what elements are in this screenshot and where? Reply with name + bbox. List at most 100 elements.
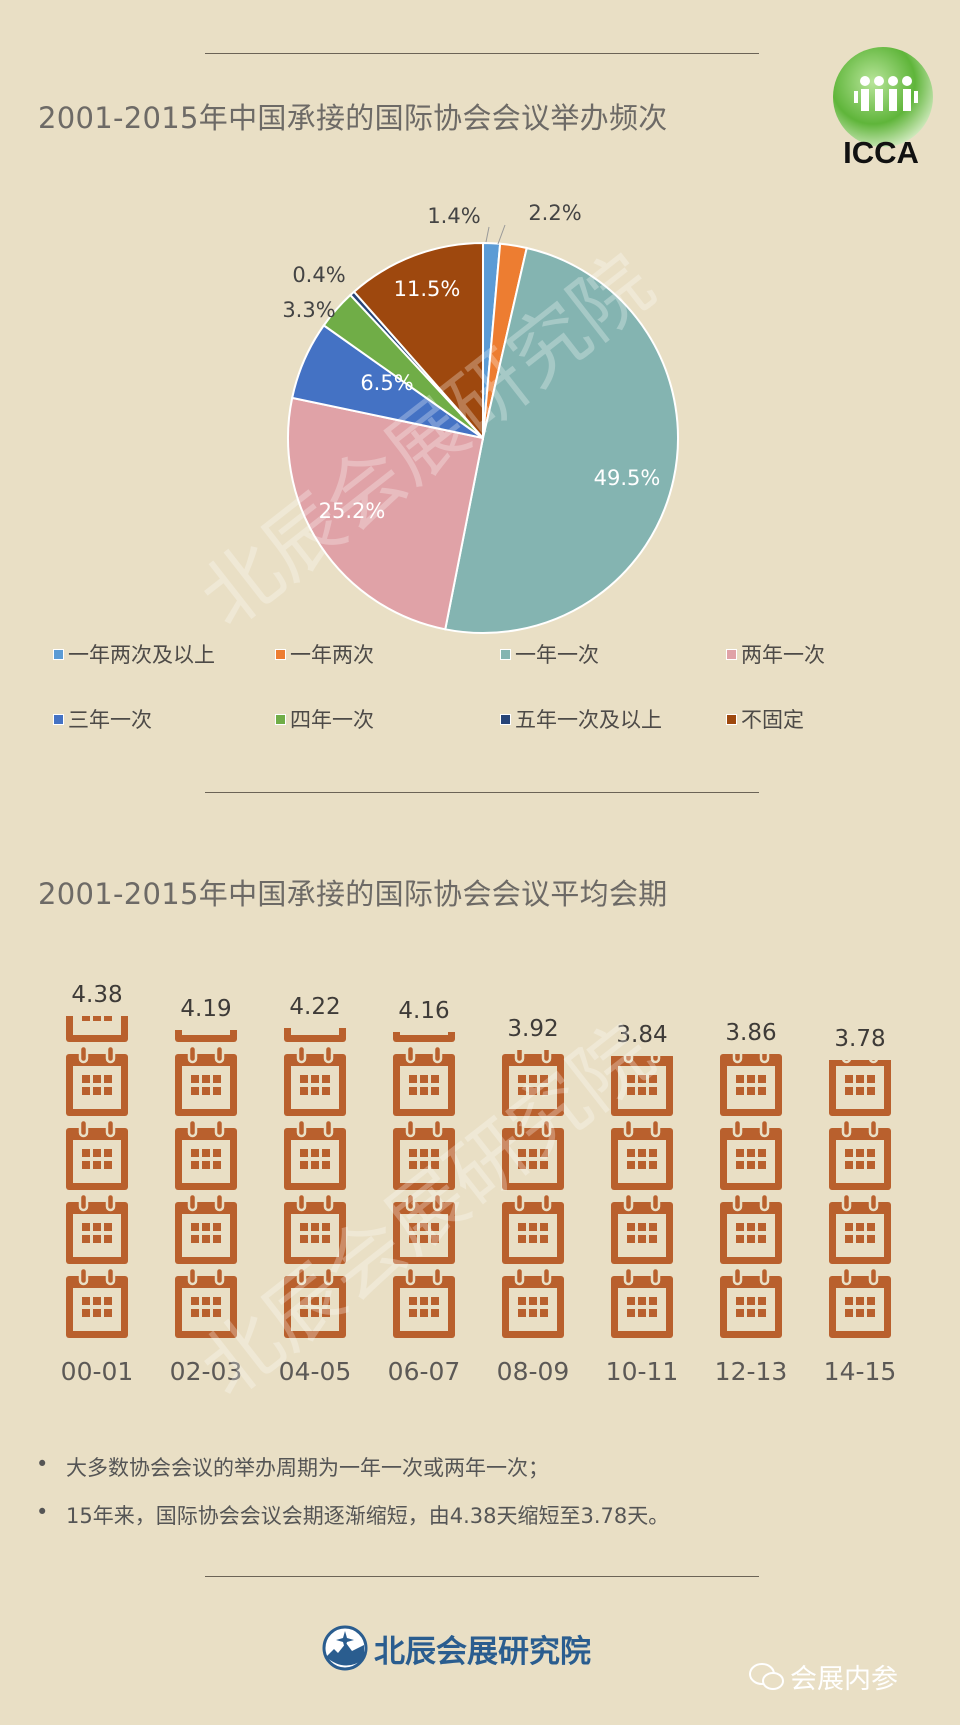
calendar-icon-partial (282, 1027, 348, 1044)
calendar-icon-partial (173, 1029, 239, 1044)
category-label: 12-13 (714, 1357, 788, 1386)
pie-slice-3 (444, 246, 680, 634)
wechat-icon (749, 1662, 784, 1690)
calendar-icon (718, 1118, 784, 1192)
legend-item: 五年一次及以上 (500, 704, 662, 734)
legend-label: 三年一次 (68, 708, 152, 732)
calendar-icon-partial (64, 1015, 130, 1044)
category-label: 06-07 (387, 1357, 461, 1386)
legend-swatch (275, 648, 286, 660)
calendar-icon-partial (827, 1060, 893, 1118)
calendar-icon (64, 1044, 130, 1118)
calendar-icon (64, 1266, 130, 1340)
value-label: 4.19 (180, 995, 232, 1022)
legend-label: 两年一次 (741, 643, 825, 667)
calendar-icon (827, 1118, 893, 1192)
value-label: 3.92 (507, 1015, 559, 1042)
pie-slice-4 (287, 396, 485, 631)
calendar-icon (609, 1266, 675, 1340)
calendar-icon (282, 1192, 348, 1266)
icca-logo-text: ICCA (843, 135, 919, 170)
legend-swatch (726, 648, 737, 660)
calendar-icon (609, 1118, 675, 1192)
pie-data-label: 6.5% (360, 371, 414, 395)
calendar-icon (173, 1266, 239, 1340)
pictogram-chart-title: 2001-2015年中国承接的国际协会会议平均会期 (38, 877, 668, 911)
calendar-icon (64, 1118, 130, 1192)
category-label: 08-09 (496, 1357, 570, 1386)
leader-line (485, 226, 490, 243)
calendar-icon (282, 1044, 348, 1118)
calendar-icon-partial (500, 1049, 566, 1118)
calendar-icon (391, 1266, 457, 1340)
legend-item: 不固定 (726, 704, 804, 734)
bullet-dot: • (36, 1452, 49, 1476)
calendar-icon (500, 1118, 566, 1192)
wechat-account: 会展内参 (748, 1657, 898, 1696)
legend-item: 一年一次 (500, 639, 599, 669)
note-text: 大多数协会会议的举办周期为一年一次或两年一次； (66, 1456, 549, 1480)
legend-label: 一年两次及以上 (68, 643, 215, 667)
category-label: 14-15 (823, 1357, 897, 1386)
value-label: 4.38 (71, 981, 123, 1008)
calendar-icon (173, 1118, 239, 1192)
org-emblem-icon (322, 1625, 368, 1671)
legend-swatch (500, 648, 511, 660)
wechat-account-name: 会展内参 (790, 1664, 898, 1695)
pie-slice-8 (352, 241, 484, 441)
calendar-icon (391, 1118, 457, 1192)
category-label: 10-11 (605, 1357, 679, 1386)
legend-label: 五年一次及以上 (515, 708, 662, 732)
value-label: 3.86 (725, 1020, 777, 1047)
legend-swatch (53, 713, 64, 725)
calendar-icon (173, 1044, 239, 1118)
bullet-dot: • (36, 1500, 49, 1524)
value-label: 3.84 (616, 1021, 668, 1048)
pie-chart (287, 224, 680, 634)
divider-middle (205, 792, 759, 793)
pie-data-label: 2.2% (528, 201, 582, 225)
calendar-icon (609, 1192, 675, 1266)
category-label: 04-05 (278, 1357, 352, 1386)
legend-label: 不固定 (741, 708, 804, 732)
pie-data-label: 11.5% (393, 277, 461, 301)
legend-label: 一年一次 (515, 643, 599, 667)
legend-item: 一年两次 (275, 639, 374, 669)
legend-item: 两年一次 (726, 639, 825, 669)
note-text: 15年来，国际协会会议会期逐渐缩短，由4.38天缩短至3.78天。 (66, 1504, 670, 1528)
pie-data-label: 3.3% (282, 298, 336, 322)
category-label: 00-01 (60, 1357, 134, 1386)
pie-chart-title: 2001-2015年中国承接的国际协会会议举办频次 (38, 101, 668, 135)
icca-logo: ICCA (823, 45, 938, 170)
legend-item: 三年一次 (53, 704, 152, 734)
value-label: 3.78 (834, 1026, 886, 1053)
calendar-icon (391, 1044, 457, 1118)
legend-swatch (53, 648, 64, 660)
legend-label: 一年两次 (290, 643, 374, 667)
calendar-icon (282, 1118, 348, 1192)
legend-swatch (500, 713, 511, 725)
calendar-icon (827, 1266, 893, 1340)
calendar-icon (282, 1266, 348, 1340)
calendar-icon (391, 1192, 457, 1266)
pie-data-label: 25.2% (318, 499, 386, 523)
legend-item: 四年一次 (275, 704, 374, 734)
calendar-icon (500, 1192, 566, 1266)
legend-swatch (726, 713, 737, 725)
value-label: 4.16 (398, 998, 450, 1025)
calendar-icon-partial (718, 1054, 784, 1118)
calendar-icon (64, 1192, 130, 1266)
value-label: 4.22 (289, 993, 341, 1020)
calendar-icon (173, 1192, 239, 1266)
divider-top (205, 53, 759, 54)
leader-line (497, 224, 506, 245)
footer-org-name: 北辰会展研究院 (374, 1633, 591, 1670)
legend-item: 一年两次及以上 (53, 639, 215, 669)
calendar-icon (718, 1266, 784, 1340)
calendar-icon (718, 1192, 784, 1266)
divider-bottom (205, 1576, 759, 1577)
calendar-icon-partial (609, 1055, 675, 1118)
calendar-icon-partial (391, 1032, 457, 1044)
legend-label: 四年一次 (290, 708, 374, 732)
calendar-icon (827, 1192, 893, 1266)
